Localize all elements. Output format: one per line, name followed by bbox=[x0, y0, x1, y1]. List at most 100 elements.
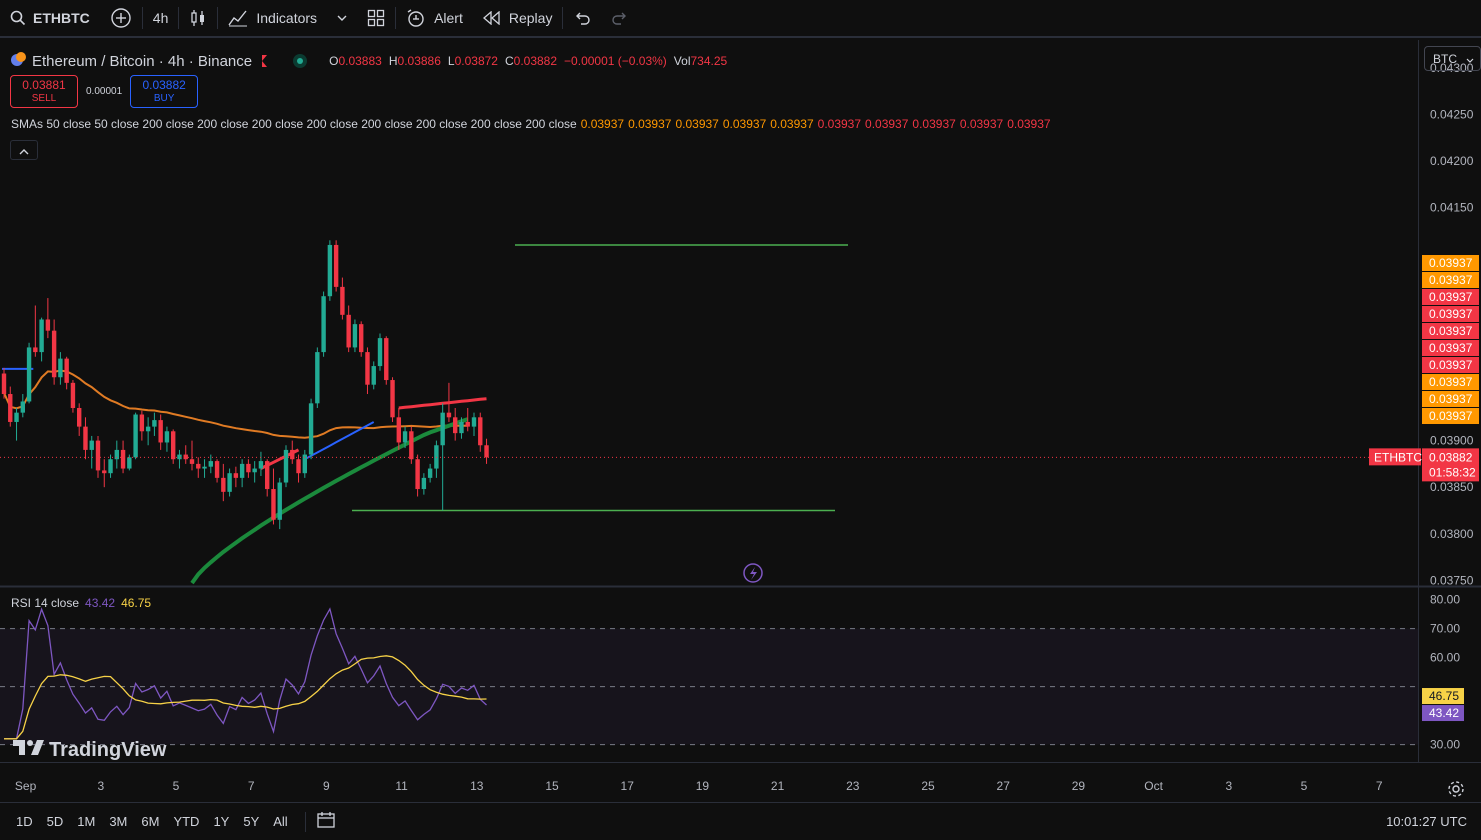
candle[interactable] bbox=[471, 417, 477, 427]
candle[interactable] bbox=[139, 414, 145, 432]
interval-button[interactable]: 4h bbox=[143, 0, 179, 37]
candle[interactable] bbox=[327, 244, 333, 297]
candle[interactable] bbox=[202, 466, 207, 469]
flag-icon[interactable] bbox=[262, 55, 268, 67]
candle[interactable] bbox=[196, 463, 201, 469]
candle[interactable] bbox=[346, 314, 351, 348]
candle[interactable] bbox=[377, 338, 383, 367]
range-button-3m[interactable]: 3M bbox=[109, 814, 128, 829]
candle[interactable] bbox=[8, 394, 13, 422]
range-button-all[interactable]: All bbox=[273, 814, 288, 829]
candle[interactable] bbox=[33, 347, 38, 353]
candle[interactable] bbox=[271, 489, 276, 520]
candle[interactable] bbox=[26, 347, 32, 402]
candle[interactable] bbox=[145, 426, 151, 432]
candle[interactable] bbox=[177, 454, 182, 460]
candle[interactable] bbox=[340, 286, 345, 315]
candle[interactable] bbox=[164, 431, 170, 443]
candle[interactable] bbox=[120, 449, 126, 469]
candle[interactable] bbox=[152, 420, 157, 427]
candle[interactable] bbox=[158, 420, 163, 443]
candle[interactable] bbox=[396, 417, 401, 443]
range-button-5y[interactable]: 5Y bbox=[243, 814, 260, 829]
candle[interactable] bbox=[39, 319, 44, 353]
candle[interactable] bbox=[14, 412, 19, 422]
candle[interactable] bbox=[315, 352, 320, 404]
candle[interactable] bbox=[352, 324, 358, 348]
price-chart[interactable]: 0.04300 0.04250 0.04200 0.04150 0.03900 0.038… bbox=[0, 40, 1481, 802]
alert-button[interactable]: Alert bbox=[396, 0, 473, 37]
candle[interactable] bbox=[114, 449, 119, 460]
candle[interactable] bbox=[214, 461, 220, 478]
candle[interactable] bbox=[484, 445, 489, 458]
candle[interactable] bbox=[446, 412, 452, 418]
calendar-icon[interactable] bbox=[316, 811, 336, 832]
candle[interactable] bbox=[308, 403, 314, 455]
rsi-line[interactable] bbox=[4, 607, 487, 740]
candle[interactable] bbox=[20, 401, 25, 413]
sma-line-blue[interactable] bbox=[304, 421, 375, 461]
sma-line-orange[interactable] bbox=[3, 369, 468, 439]
range-button-1m[interactable]: 1M bbox=[77, 814, 96, 829]
candle[interactable] bbox=[102, 470, 107, 474]
candle[interactable] bbox=[70, 382, 76, 408]
candle[interactable] bbox=[390, 380, 395, 418]
sma-legend[interactable]: SMAs 50 close 50 close 200 close 200 clo… bbox=[11, 117, 1055, 131]
tradingview-logo[interactable]: TradingView bbox=[13, 738, 166, 762]
chart-type-button[interactable] bbox=[179, 0, 217, 37]
candle[interactable] bbox=[51, 330, 57, 378]
candle[interactable] bbox=[402, 431, 408, 443]
candle[interactable] bbox=[453, 417, 458, 434]
candle[interactable] bbox=[208, 461, 213, 467]
compare-symbol-button[interactable] bbox=[100, 0, 142, 37]
candle[interactable] bbox=[265, 461, 270, 490]
buy-button[interactable]: 0.03882 BUY bbox=[130, 75, 199, 108]
candle[interactable] bbox=[83, 426, 88, 450]
sell-button[interactable]: 0.03881 SELL bbox=[10, 75, 78, 108]
lightning-icon[interactable] bbox=[743, 563, 763, 583]
range-button-ytd[interactable]: YTD bbox=[173, 814, 200, 829]
candle[interactable] bbox=[189, 459, 195, 464]
candle[interactable] bbox=[296, 459, 301, 474]
candle[interactable] bbox=[440, 412, 445, 446]
candle[interactable] bbox=[365, 352, 370, 385]
range-button-1y[interactable]: 1Y bbox=[213, 814, 230, 829]
candle[interactable] bbox=[415, 459, 420, 490]
candle[interactable] bbox=[252, 468, 257, 473]
candle[interactable] bbox=[465, 421, 470, 427]
replay-button[interactable]: Replay bbox=[473, 0, 563, 37]
market-status-icon[interactable] bbox=[293, 54, 308, 68]
candle[interactable] bbox=[45, 319, 51, 331]
candle[interactable] bbox=[371, 366, 376, 385]
candle[interactable] bbox=[89, 440, 94, 450]
candle[interactable] bbox=[290, 449, 295, 460]
candle[interactable] bbox=[277, 482, 282, 520]
candle[interactable] bbox=[1, 373, 7, 395]
candle[interactable] bbox=[183, 454, 188, 460]
candle[interactable] bbox=[239, 463, 245, 478]
candle[interactable] bbox=[233, 473, 239, 478]
sma-line-red[interactable] bbox=[398, 397, 487, 410]
candle[interactable] bbox=[221, 477, 226, 492]
candle[interactable] bbox=[58, 358, 63, 378]
candle[interactable] bbox=[421, 477, 427, 490]
candle[interactable] bbox=[77, 407, 82, 427]
candle[interactable] bbox=[127, 457, 132, 469]
candle[interactable] bbox=[283, 449, 289, 483]
chevron-down-icon[interactable] bbox=[337, 15, 347, 21]
candle[interactable] bbox=[384, 338, 389, 381]
sma-line-green[interactable] bbox=[190, 417, 469, 585]
rsi-legend[interactable]: RSI 14 close 43.42 46.75 bbox=[11, 596, 151, 610]
candle[interactable] bbox=[459, 421, 464, 434]
candle[interactable] bbox=[321, 296, 326, 353]
candle[interactable] bbox=[427, 468, 433, 478]
range-button-5d[interactable]: 5D bbox=[46, 814, 64, 829]
collapse-legend-button[interactable] bbox=[10, 140, 38, 160]
candle[interactable] bbox=[409, 431, 414, 460]
range-button-6m[interactable]: 6M bbox=[141, 814, 160, 829]
range-button-1d[interactable]: 1D bbox=[16, 814, 33, 829]
chart-settings-button[interactable] bbox=[1447, 780, 1465, 801]
layout-button[interactable] bbox=[357, 0, 395, 37]
candle[interactable] bbox=[246, 463, 251, 473]
currency-select[interactable]: BTC bbox=[1424, 46, 1481, 71]
